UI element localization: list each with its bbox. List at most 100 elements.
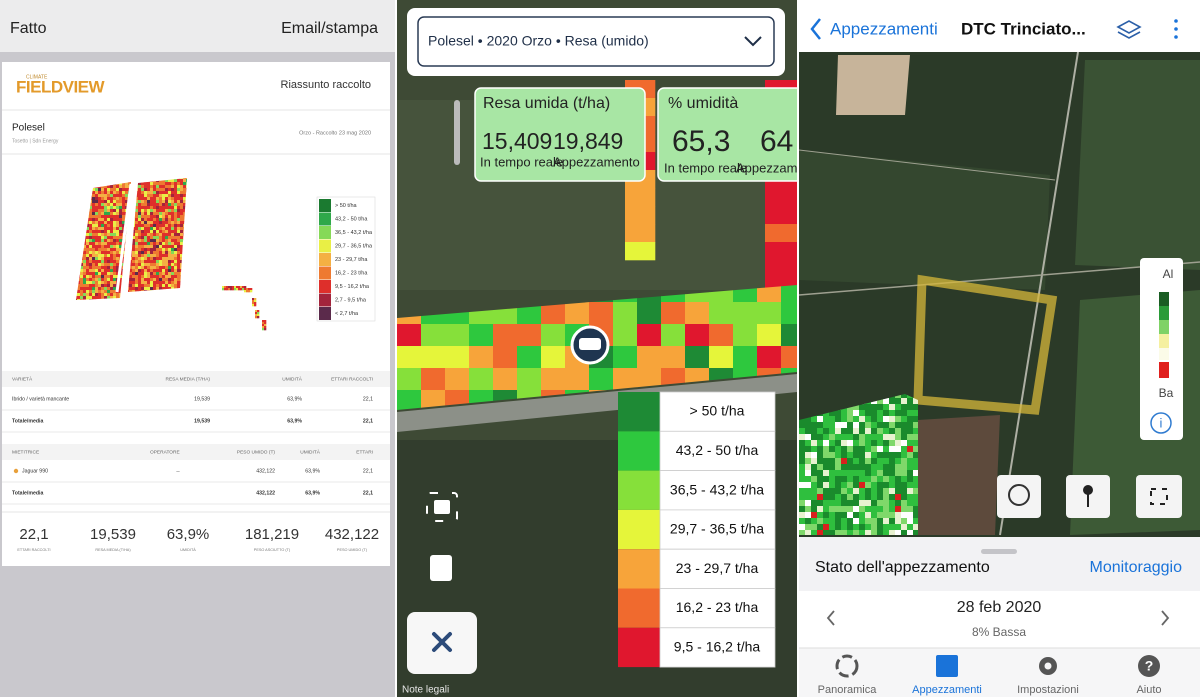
- heat-cell: [153, 245, 157, 249]
- heat-cell: [92, 218, 96, 222]
- heat-cell: [907, 518, 914, 525]
- tab[interactable]: Aiuto: [1136, 684, 1161, 696]
- heat-cell: [135, 218, 139, 222]
- heat-cell: [113, 257, 117, 261]
- summary-value: 63,9%: [167, 526, 210, 543]
- heat-cell: [101, 260, 105, 264]
- menu-dot[interactable]: [1174, 19, 1178, 23]
- heat-cell: [144, 269, 148, 273]
- heat-cell: [174, 215, 178, 219]
- heat-cell: [859, 452, 866, 459]
- tab[interactable]: Impostazioni: [1017, 684, 1079, 696]
- heat-cell: [110, 248, 114, 252]
- tab[interactable]: Panoramica: [818, 684, 878, 696]
- heat-cell: [141, 188, 145, 192]
- sheet-action[interactable]: Monitoraggio: [1090, 559, 1183, 576]
- heat-cell: [153, 218, 157, 222]
- field-selector[interactable]: [417, 16, 775, 67]
- heat-cell: [107, 215, 111, 219]
- heat-cell: [252, 298, 255, 301]
- heat-cell: [177, 218, 181, 222]
- heat-cell: [883, 422, 890, 429]
- heat-cell: [171, 194, 175, 198]
- table-cell: 432,122: [256, 490, 275, 496]
- heat-cell: [159, 245, 163, 249]
- heat-cell: [174, 233, 178, 237]
- heat-cell: [144, 236, 148, 240]
- heat-cell: [86, 248, 90, 252]
- heat-cell: [162, 224, 166, 228]
- heat-cell: [150, 209, 154, 213]
- legend-swatch: [618, 549, 660, 589]
- heat-cell: [757, 302, 782, 325]
- heat-cell: [119, 215, 123, 219]
- heat-cell: [110, 197, 114, 201]
- heat-cell: [89, 272, 93, 276]
- heat-cell: [171, 236, 175, 240]
- summary-value: 22,1: [19, 526, 48, 543]
- heat-cell: [98, 251, 102, 255]
- menu-dot[interactable]: [1174, 27, 1178, 31]
- legend-swatch: [618, 431, 660, 471]
- legal-link[interactable]: Note legali: [402, 685, 449, 696]
- heat-cell: [113, 224, 117, 228]
- heat-cell: [86, 239, 90, 243]
- email-print-button[interactable]: Email/stampa: [281, 20, 378, 37]
- menu-dot[interactable]: [1174, 35, 1178, 39]
- heat-cell: [92, 203, 96, 207]
- heat-cell: [98, 257, 102, 261]
- layers-button[interactable]: [1116, 20, 1142, 39]
- heat-cell: [817, 524, 824, 531]
- heat-cell: [901, 416, 908, 423]
- heat-cell: [168, 194, 172, 198]
- heat-cell: [174, 185, 178, 189]
- heat-cell: [92, 278, 96, 282]
- heat-cell: [122, 200, 126, 204]
- heat-cell: [147, 248, 151, 252]
- heat-cell: [781, 324, 797, 347]
- heat-cell: [135, 275, 139, 279]
- heat-cell: [907, 404, 914, 411]
- heat-cell: [901, 446, 908, 453]
- back-button[interactable]: Appezzamenti: [830, 19, 938, 38]
- heat-cell: [177, 248, 181, 252]
- heat-cell: [397, 346, 422, 369]
- heat-cell: [901, 452, 908, 459]
- heat-cell: [799, 452, 806, 459]
- locate-button[interactable]: [1136, 475, 1182, 518]
- heat-cell: [853, 434, 860, 441]
- heat-cell: [101, 248, 105, 252]
- heat-cell: [110, 227, 114, 231]
- heat-cell: [162, 212, 166, 216]
- heat-cell: [83, 251, 87, 255]
- heat-cell: [95, 212, 99, 216]
- heat-cell: [159, 212, 163, 216]
- tab-selected[interactable]: Appezzamenti: [912, 684, 982, 696]
- done-button[interactable]: Fatto: [10, 20, 47, 37]
- heat-cell: [132, 269, 136, 273]
- heat-cell: [168, 266, 172, 270]
- heat-cell: [110, 245, 114, 249]
- heat-cell: [835, 464, 842, 471]
- heat-cell: [95, 209, 99, 213]
- heat-cell: [177, 266, 181, 270]
- heat-cell: [174, 239, 178, 243]
- heat-cell: [83, 275, 87, 279]
- harvester-button[interactable]: [430, 555, 452, 581]
- lasso-button[interactable]: [997, 475, 1041, 518]
- next-date[interactable]: [1161, 610, 1170, 626]
- heat-cell: [113, 203, 117, 207]
- heat-cell: [92, 275, 96, 279]
- info-button[interactable]: [1150, 412, 1172, 434]
- heat-cell: [80, 278, 84, 282]
- drag-handle: [454, 100, 460, 165]
- heat-cell: [156, 221, 160, 225]
- heat-cell: [162, 233, 166, 237]
- prev-date[interactable]: [826, 610, 835, 626]
- heat-cell: [156, 263, 160, 267]
- table-header-bg: [2, 371, 390, 387]
- back-chevron[interactable]: [810, 18, 821, 40]
- focus-button[interactable]: [426, 492, 458, 522]
- heat-cell: [244, 286, 247, 289]
- heat-cell: [168, 233, 172, 237]
